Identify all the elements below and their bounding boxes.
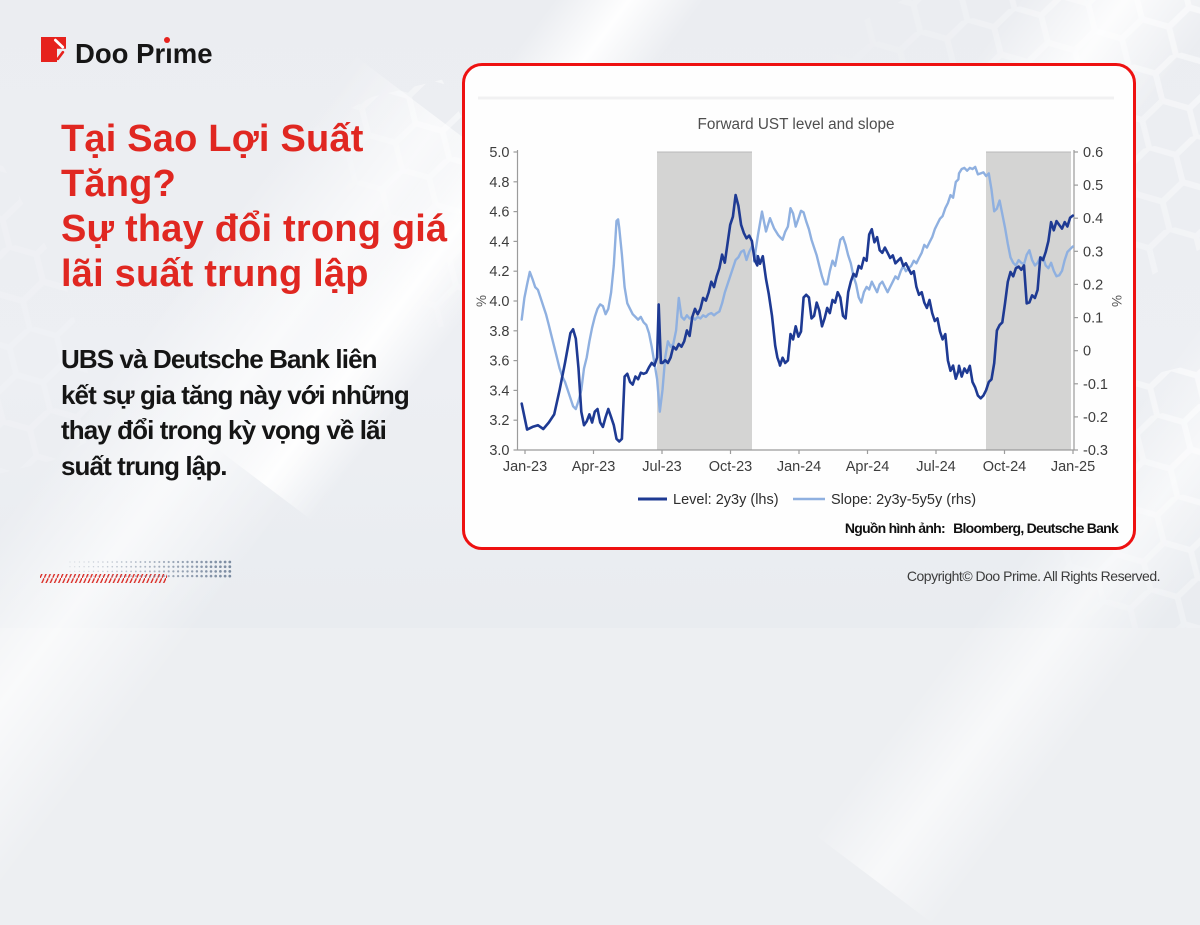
svg-text:3.2: 3.2 [489, 413, 509, 429]
svg-text:5.0: 5.0 [489, 145, 509, 161]
svg-text:0.4: 0.4 [1083, 211, 1103, 227]
svg-text:Oct-24: Oct-24 [983, 459, 1027, 475]
svg-text:0: 0 [1083, 344, 1091, 360]
svg-text:0.6: 0.6 [1083, 145, 1103, 161]
svg-text:%: % [1109, 295, 1124, 307]
svg-text:4.8: 4.8 [489, 175, 509, 191]
svg-text:4.0: 4.0 [489, 294, 509, 310]
svg-text:4.4: 4.4 [489, 234, 509, 250]
svg-text:%: % [474, 295, 489, 307]
svg-text:Jan-25: Jan-25 [1051, 459, 1095, 475]
svg-text:Slope: 2y3y-5y5y (rhs): Slope: 2y3y-5y5y (rhs) [831, 492, 976, 508]
svg-text:3.8: 3.8 [489, 324, 509, 340]
svg-text:0.5: 0.5 [1083, 178, 1103, 194]
svg-text:-0.2: -0.2 [1083, 410, 1108, 426]
svg-text:3.6: 3.6 [489, 354, 509, 370]
svg-text:4.6: 4.6 [489, 205, 509, 221]
svg-text:-0.3: -0.3 [1083, 443, 1108, 459]
svg-text:0.3: 0.3 [1083, 244, 1103, 260]
svg-text:3.4: 3.4 [489, 383, 509, 399]
svg-text:0.1: 0.1 [1083, 311, 1103, 327]
svg-text:Jan-23: Jan-23 [503, 459, 547, 475]
svg-text:Apr-24: Apr-24 [846, 459, 890, 475]
svg-text:Oct-23: Oct-23 [709, 459, 753, 475]
svg-text:4.2: 4.2 [489, 264, 509, 280]
svg-text:0.2: 0.2 [1083, 277, 1103, 293]
svg-text:-0.1: -0.1 [1083, 377, 1108, 393]
svg-text:Jul-24: Jul-24 [916, 459, 956, 475]
svg-text:Apr-23: Apr-23 [572, 459, 616, 475]
svg-text:Level: 2y3y (lhs): Level: 2y3y (lhs) [673, 492, 779, 508]
svg-text:Forward UST level and slope: Forward UST level and slope [698, 116, 895, 133]
svg-text:Jul-23: Jul-23 [642, 459, 682, 475]
svg-text:3.0: 3.0 [489, 443, 509, 459]
svg-text:Jan-24: Jan-24 [777, 459, 821, 475]
